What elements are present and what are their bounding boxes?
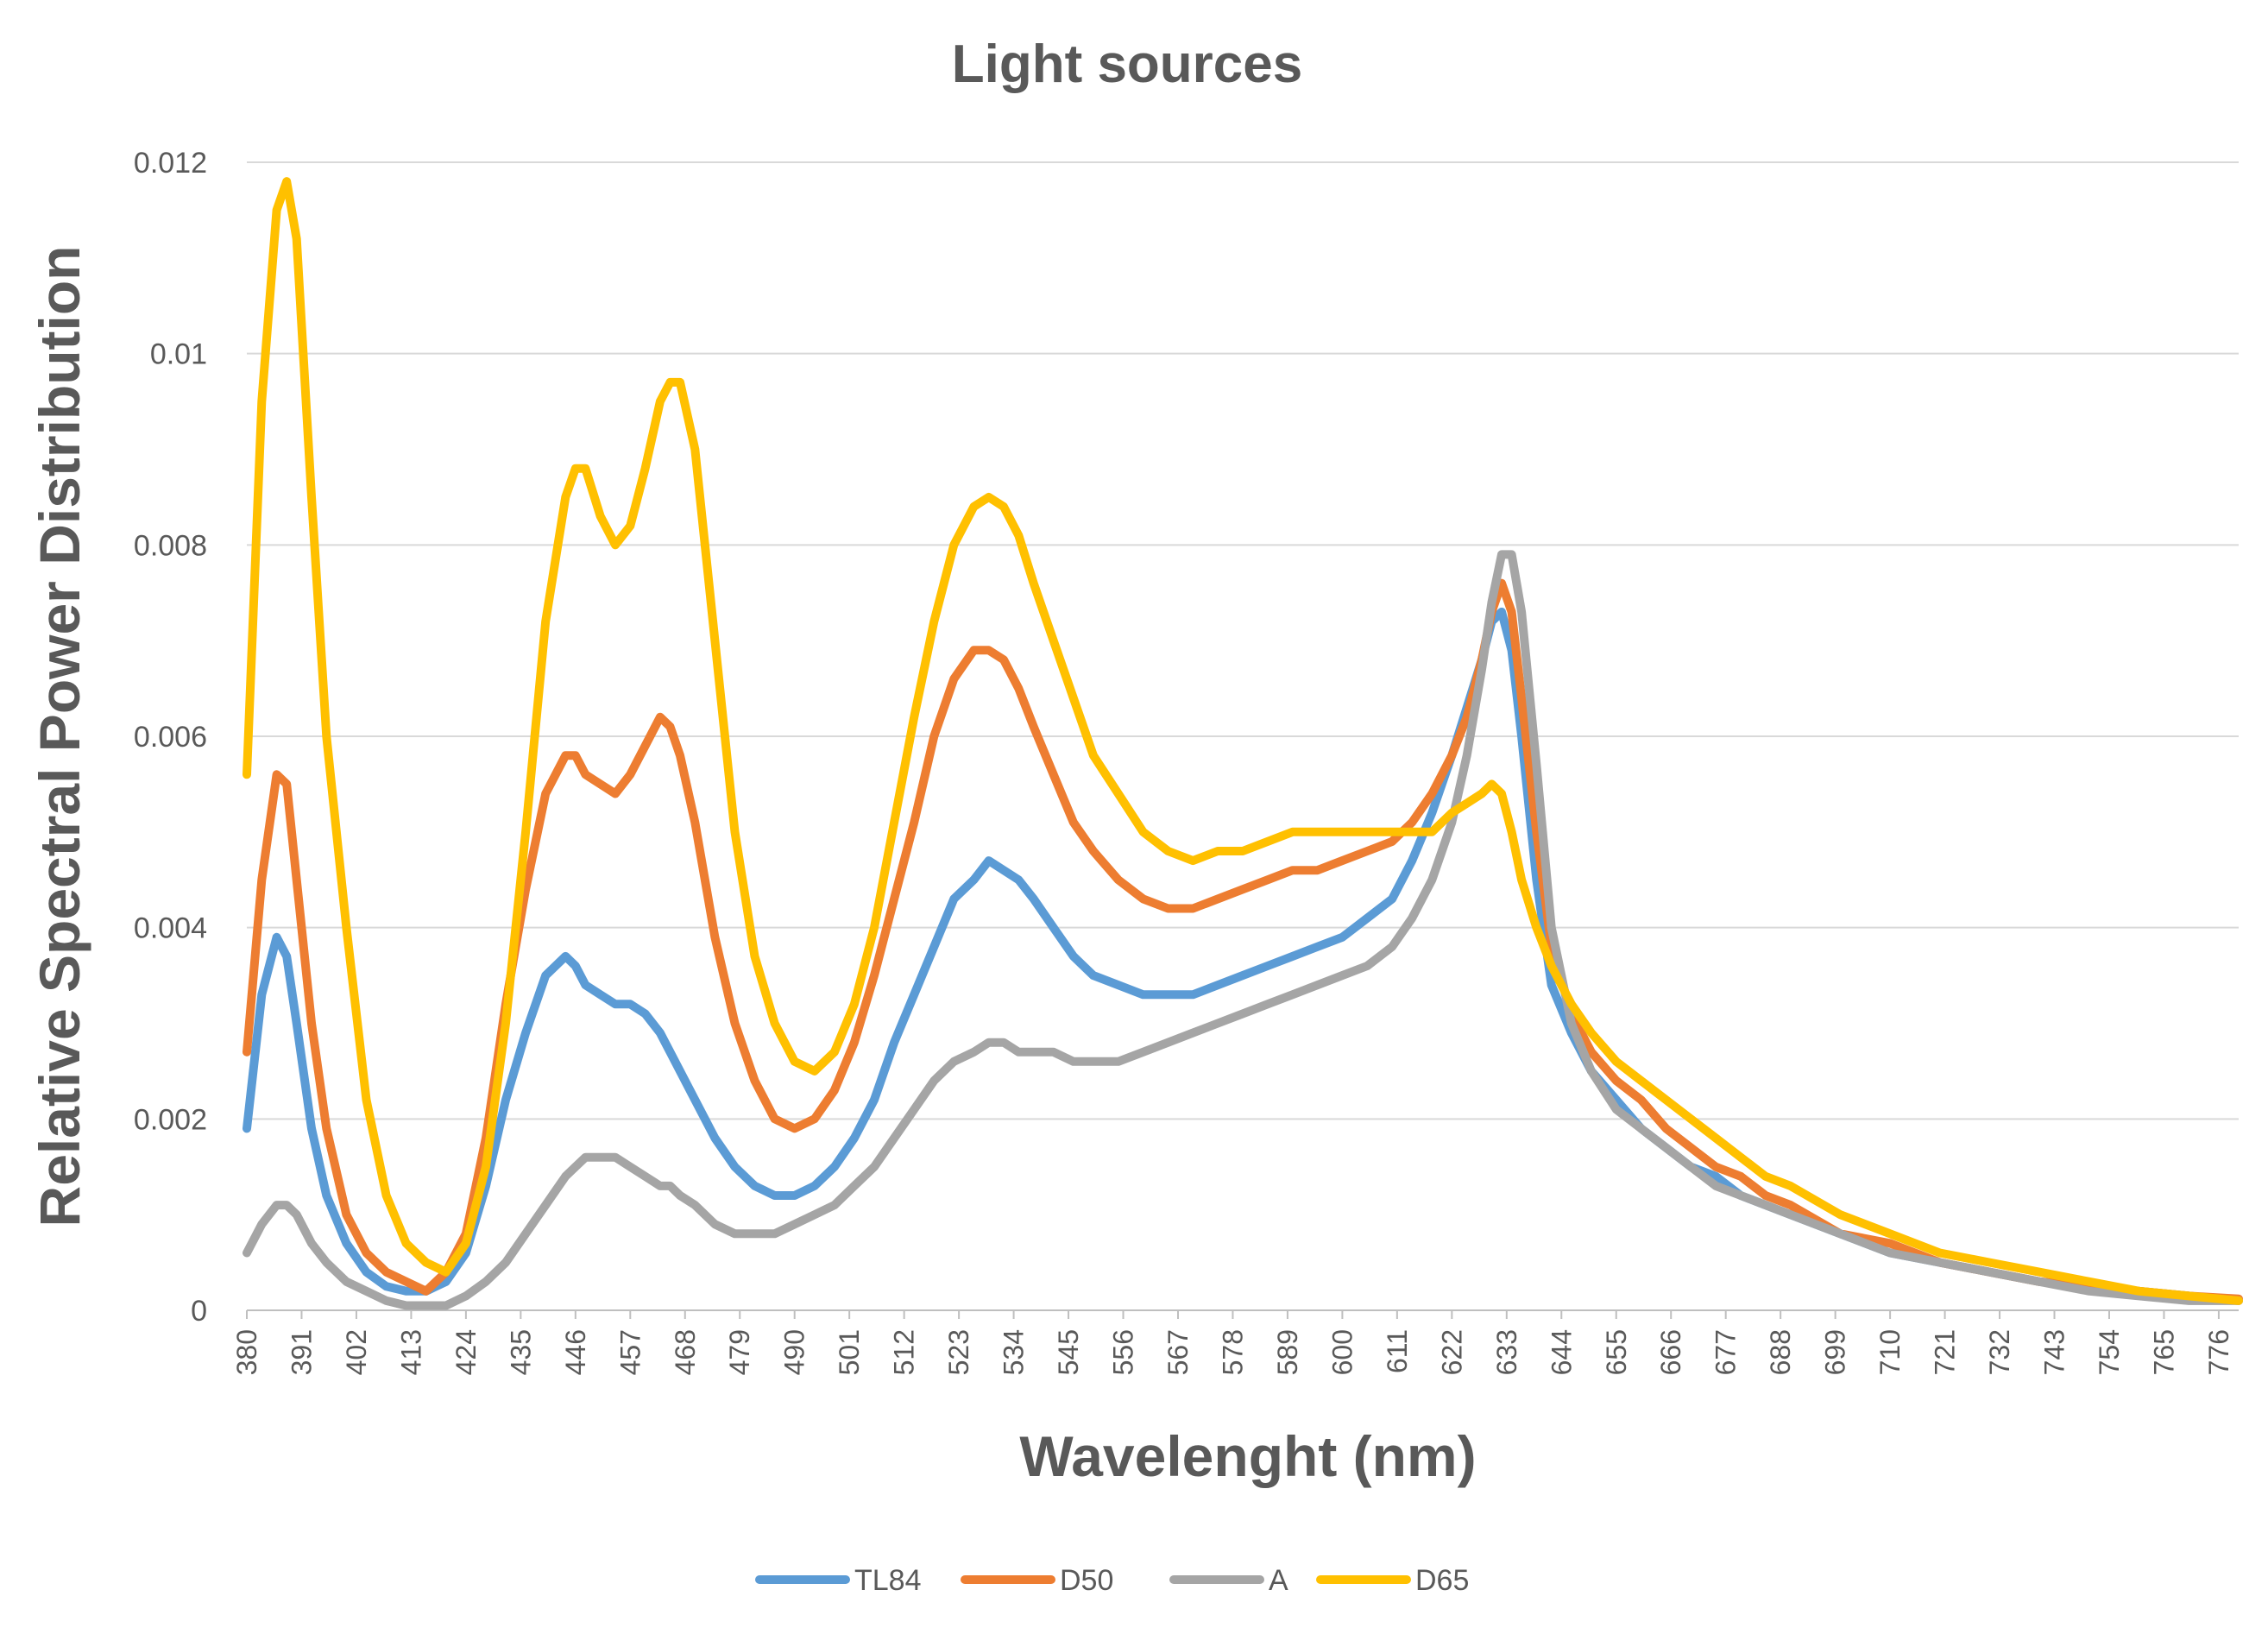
- y-tick-label: 0.012: [134, 147, 207, 180]
- x-tick-label: 732: [1984, 1329, 2015, 1375]
- x-tick-label: 622: [1436, 1329, 1467, 1375]
- y-tick-label: 0: [191, 1295, 207, 1328]
- legend-label-d65: D65: [1415, 1564, 1469, 1597]
- y-tick-label: 0.002: [134, 1103, 207, 1136]
- x-tick-label: 446: [560, 1329, 591, 1375]
- x-tick-label: 479: [724, 1329, 755, 1375]
- x-tick-label: 589: [1272, 1329, 1303, 1375]
- chart-title: Light sources: [952, 35, 1303, 94]
- legend-label-tl84: TL84: [854, 1564, 922, 1597]
- x-tick-label: 644: [1546, 1329, 1577, 1375]
- series-line-a: [243, 550, 2243, 1310]
- y-tick-label: 0.006: [134, 721, 207, 754]
- x-tick-label: 666: [1655, 1329, 1686, 1375]
- x-axis-ticks: 380 391 402 413 424 435 446 457 468 479 490 501 512 5…: [231, 1310, 2234, 1375]
- series-lines: [243, 177, 2243, 1310]
- y-tick-label: 0.008: [134, 529, 207, 562]
- x-tick-label: 655: [1601, 1329, 1632, 1375]
- x-tick-label: 424: [450, 1329, 482, 1375]
- x-tick-label: 567: [1162, 1329, 1194, 1375]
- y-axis-title: Relative Spectral Power Distribution: [28, 246, 91, 1227]
- x-tick-label: 545: [1053, 1329, 1084, 1375]
- x-tick-label: 611: [1382, 1329, 1413, 1373]
- x-tick-label: 391: [286, 1329, 317, 1375]
- gridlines: [247, 161, 2239, 1311]
- x-axis-title: Wavelenght (nm): [1019, 1424, 1476, 1488]
- x-tick-label: 402: [341, 1329, 372, 1375]
- x-tick-label: 468: [670, 1329, 701, 1375]
- x-tick-label: 743: [2039, 1329, 2070, 1375]
- x-tick-label: 534: [999, 1329, 1030, 1375]
- y-tick-label: 0.01: [150, 338, 207, 371]
- x-tick-label: 413: [395, 1329, 426, 1375]
- x-tick-label: 677: [1710, 1329, 1742, 1375]
- x-tick-label: 501: [834, 1329, 865, 1375]
- x-tick-label: 710: [1874, 1329, 1906, 1375]
- legend-label-a: A: [1269, 1564, 1288, 1597]
- x-tick-label: 600: [1326, 1329, 1358, 1375]
- x-tick-label: 457: [614, 1329, 646, 1375]
- x-tick-label: 523: [943, 1329, 974, 1375]
- x-tick-label: 578: [1217, 1329, 1248, 1375]
- x-tick-label: 765: [2148, 1329, 2179, 1375]
- x-tick-label: 776: [2203, 1329, 2234, 1375]
- x-tick-label: 721: [1930, 1329, 1961, 1375]
- series-line-d50: [243, 578, 2243, 1303]
- series-line-tl84: [243, 607, 2243, 1305]
- x-tick-label: 556: [1108, 1329, 1139, 1375]
- x-tick-label: 512: [889, 1329, 920, 1375]
- series-line-d65: [243, 177, 2243, 1305]
- x-tick-label: 633: [1491, 1329, 1522, 1375]
- x-tick-label: 754: [2094, 1329, 2125, 1375]
- x-tick-label: 688: [1765, 1329, 1796, 1375]
- y-tick-label: 0.004: [134, 912, 207, 945]
- legend-label-d50: D50: [1060, 1564, 1113, 1597]
- x-tick-label: 380: [231, 1329, 262, 1375]
- x-tick-label: 490: [779, 1329, 810, 1375]
- legend: TL84 D50 A D65: [755, 1564, 1469, 1597]
- x-tick-label: 699: [1820, 1329, 1851, 1375]
- y-axis-ticks: 0 0.002 0.004 0.006 0.008 0.01 0.012: [134, 147, 207, 1328]
- x-tick-label: 435: [505, 1329, 536, 1375]
